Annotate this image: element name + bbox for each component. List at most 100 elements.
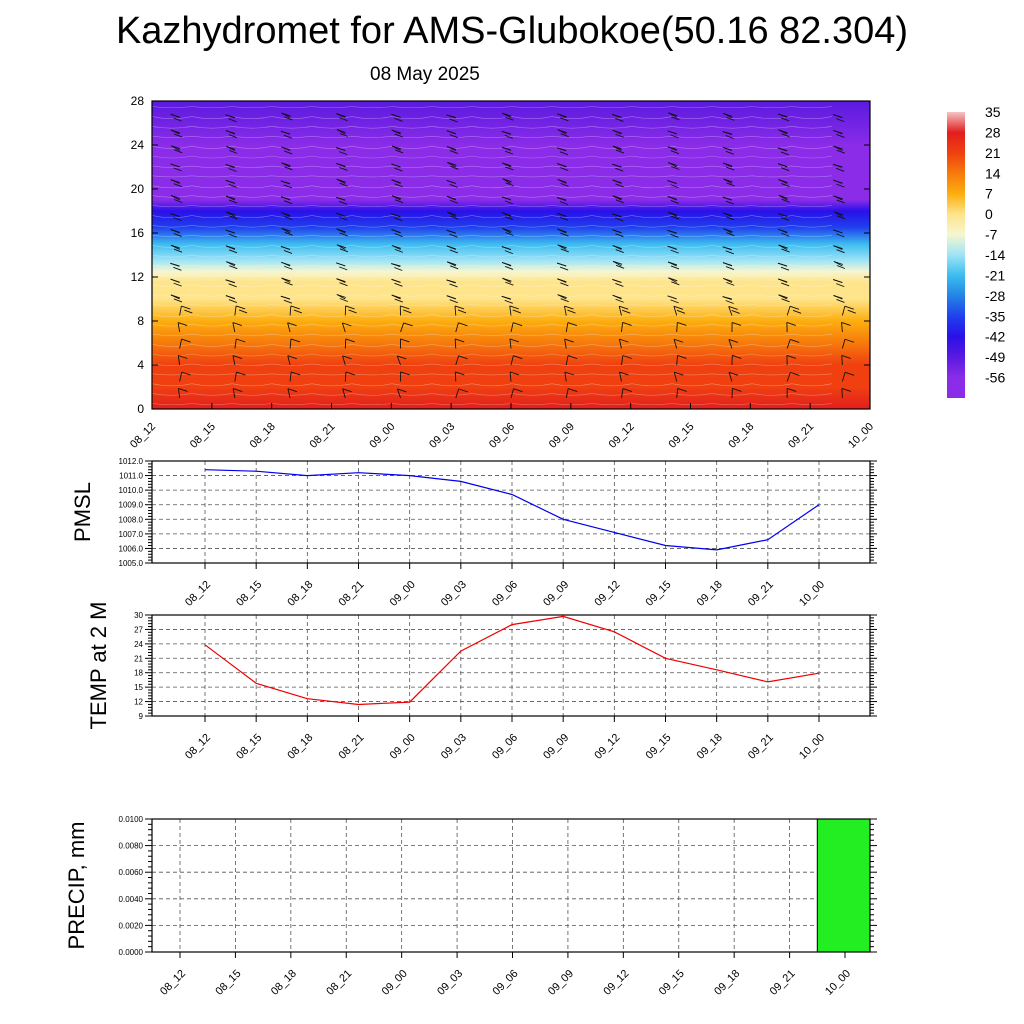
wind-barb [841,322,851,333]
x-tick-label: 08_12 [158,968,188,998]
x-tick-label: 09_12 [607,421,637,451]
wind-barb [557,163,569,171]
wind-barb [391,145,404,154]
wind-barb [667,245,679,254]
wind-barb [225,130,238,138]
wind-barb [400,371,410,382]
x-tick-label: 08_18 [285,579,315,609]
y-tick-label: 0.0020 [119,921,144,930]
x-tick-label: 09_21 [768,968,798,998]
wind-barb [502,178,514,187]
wind-barb [502,212,514,221]
wind-barb [336,113,348,122]
wind-barb [557,244,569,253]
wind-barb [676,355,687,366]
wind-barb [612,229,624,238]
wind-barb [557,178,569,187]
wind-barb [336,147,348,156]
wind-barb [454,371,465,382]
wind-barb [833,245,845,254]
wind-barb [335,196,348,205]
wind-barb [336,262,348,271]
wind-barb [344,371,356,382]
wind-barb [344,338,355,349]
x-tick-label: 09_09 [541,732,571,762]
x-tick-label: 09_18 [695,579,725,609]
contour-line [151,185,833,189]
wind-barb [778,129,790,138]
wind-barb [621,388,633,399]
wind-barb [179,338,191,349]
chart-subtitle: 08 May 2025 [370,64,480,85]
wind-barb [177,388,188,399]
wind-barb [557,113,569,122]
y-tick-label: 0.0000 [119,948,144,957]
x-tick-label: 09_21 [786,421,816,451]
wind-barb [786,387,797,398]
contour-line [151,175,833,178]
wind-barb [501,246,514,255]
y-tick-label: 1007.0 [119,530,144,539]
y-tick-label: 8 [137,314,144,328]
contour-line [151,125,833,129]
y-axis-label: PMSL [70,482,95,542]
wind-barb [557,278,569,287]
y-tick-label: 18 [134,669,143,678]
contour-line [151,363,833,366]
wind-barb [728,371,739,382]
x-tick-label: 09_21 [746,732,776,762]
wind-barb [612,279,624,287]
wind-barb [336,294,348,302]
wind-barb [225,145,238,154]
wind-barb [446,295,458,304]
wind-barb [281,227,293,236]
x-tick-label: 10_00 [797,579,827,609]
wind-barb [344,305,357,316]
contour-line [151,343,833,347]
wind-barb [777,262,790,271]
wind-barb [289,338,301,349]
contour-line [151,333,833,336]
y-tick-label: 1005.0 [119,559,144,568]
wind-barb [841,305,856,316]
x-tick-label: 08_12 [183,732,213,762]
y-tick-label: 0.0080 [119,842,144,851]
y-tick-label: 1006.0 [119,544,144,553]
plot-frame [151,614,871,717]
wind-barb [833,294,845,303]
plot-frame [151,818,871,953]
contour-line [151,353,833,357]
y-tick-label: 1010.0 [119,486,144,495]
wind-barb [841,338,855,349]
wind-barb [336,278,348,287]
wind-barb [777,163,790,172]
wind-barb [833,195,845,204]
contour-line [151,323,833,327]
wind-barb [667,195,679,204]
x-tick-label: 09_09 [546,968,576,998]
wind-barb [281,277,293,286]
colorbar-label: 0 [985,206,993,222]
wind-barb [612,260,625,269]
x-tick-label: 08_21 [337,579,367,609]
wind-barb [612,129,624,138]
x-tick-label: 09_03 [427,421,457,451]
temperature-field [152,101,870,409]
contour-line [151,274,833,277]
colorbar-label: -14 [985,247,1005,263]
wind-barb [170,129,183,138]
contour-line [151,135,833,138]
wind-barb [722,296,734,304]
contour-line [151,314,833,317]
x-tick-label: 09_03 [435,968,465,998]
x-tick-label: 09_00 [367,421,397,451]
wind-barb [723,277,735,286]
contour-line [151,403,833,406]
y-tick-label: 24 [134,640,143,649]
wind-barb [225,195,238,204]
x-tick-label: 09_06 [487,421,517,451]
wind-barb [722,196,734,205]
x-tick-label: 09_18 [726,421,756,451]
wind-barb [281,162,293,171]
